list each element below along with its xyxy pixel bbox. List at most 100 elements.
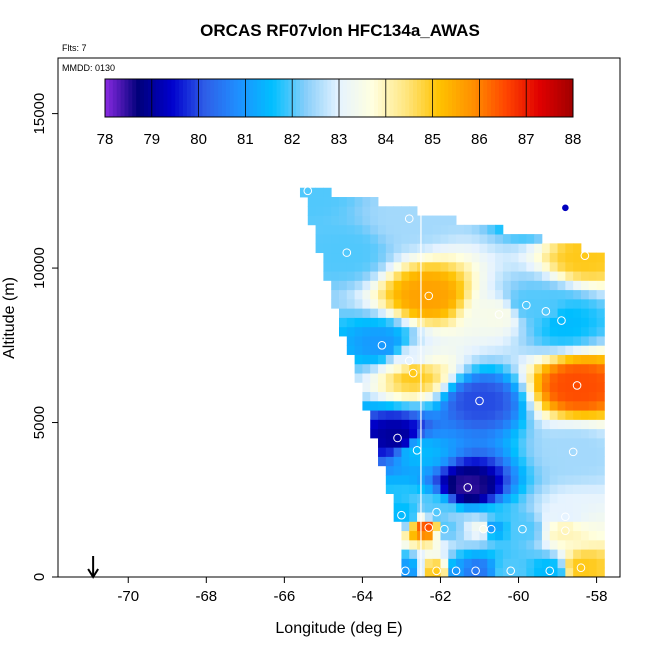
heatmap-cell bbox=[487, 354, 496, 365]
heatmap-cell bbox=[471, 261, 480, 272]
heatmap-cell bbox=[440, 400, 449, 411]
heatmap-cell bbox=[596, 484, 605, 494]
heatmap-cell bbox=[557, 484, 566, 494]
heatmap-cell bbox=[362, 354, 371, 365]
heatmap-cell bbox=[448, 363, 457, 374]
heatmap-cell bbox=[549, 243, 558, 254]
heatmap-cell bbox=[557, 308, 566, 318]
heatmap-cell bbox=[502, 234, 512, 244]
heatmap-cell bbox=[385, 465, 395, 476]
colorbar-segment bbox=[362, 79, 367, 117]
heatmap-cell bbox=[385, 410, 395, 420]
heatmap-cell bbox=[362, 224, 371, 235]
colorbar-segment bbox=[323, 79, 328, 117]
heatmap-cell bbox=[565, 437, 574, 448]
heatmap-cell bbox=[401, 456, 410, 467]
heatmap-cell bbox=[549, 437, 558, 448]
heatmap-cell bbox=[534, 558, 543, 569]
heatmap-cell bbox=[557, 493, 566, 504]
sample-markers bbox=[303, 186, 590, 576]
heatmap-cell bbox=[565, 502, 574, 513]
heatmap-cell bbox=[534, 428, 543, 439]
heatmap-cell bbox=[440, 567, 449, 578]
sample-marker bbox=[518, 524, 527, 534]
sample-marker bbox=[432, 566, 441, 576]
heatmap-cell bbox=[339, 197, 348, 207]
colorbar-segment bbox=[553, 79, 558, 117]
heatmap-cell bbox=[580, 336, 590, 346]
heatmap-cell bbox=[479, 512, 488, 522]
heatmap-cell bbox=[565, 382, 574, 393]
heatmap-cell bbox=[463, 539, 473, 550]
heatmap-cell bbox=[510, 373, 519, 383]
heatmap-cell bbox=[378, 271, 387, 281]
heatmap-cell bbox=[456, 289, 465, 300]
heatmap-cell bbox=[323, 224, 332, 235]
heatmap-cell bbox=[510, 456, 519, 467]
heatmap-cell bbox=[440, 456, 449, 467]
colorbar-segment bbox=[518, 79, 523, 117]
heatmap-cell bbox=[409, 539, 418, 550]
heatmap-cell bbox=[518, 530, 527, 541]
heatmap-cell bbox=[573, 502, 582, 513]
heatmap-cell bbox=[495, 363, 504, 374]
heatmap-cell bbox=[440, 391, 449, 402]
heatmap-cell bbox=[495, 484, 504, 494]
colorbar-segment bbox=[471, 79, 476, 117]
heatmap-cell bbox=[401, 400, 410, 411]
heatmap-cell bbox=[393, 280, 402, 291]
heatmap-cell bbox=[401, 317, 410, 328]
heatmap-cell bbox=[588, 484, 597, 494]
heatmap-cell bbox=[588, 530, 597, 541]
heatmap-cell bbox=[487, 271, 496, 281]
colorbar-segment bbox=[280, 79, 285, 117]
heatmap-cell bbox=[596, 336, 605, 346]
colorbar-segment bbox=[194, 79, 200, 117]
heatmap-cell bbox=[448, 234, 457, 244]
heatmap-cell bbox=[541, 317, 551, 328]
heatmap-cell bbox=[424, 428, 434, 439]
heatmap-cell bbox=[378, 308, 387, 318]
heatmap-cell bbox=[370, 224, 379, 235]
heatmap-cell bbox=[588, 512, 597, 522]
heatmap-cell bbox=[541, 558, 551, 569]
heatmap-cell bbox=[307, 206, 316, 216]
heatmap-cell bbox=[424, 567, 434, 578]
heatmap-cell bbox=[362, 206, 371, 216]
heatmap-cell bbox=[471, 447, 480, 457]
heatmap-cell bbox=[495, 447, 504, 457]
heatmap-cell bbox=[549, 539, 558, 550]
heatmap-cell bbox=[393, 410, 402, 420]
heatmap-cell bbox=[510, 326, 519, 337]
colorbar-segment bbox=[163, 79, 168, 117]
sample-marker bbox=[303, 186, 313, 196]
colorbar-segment bbox=[557, 79, 562, 117]
heatmap-cell bbox=[409, 567, 418, 578]
heatmap-cell bbox=[534, 484, 543, 494]
heatmap-cell bbox=[432, 419, 441, 430]
colorbar-segment bbox=[202, 79, 207, 117]
heatmap-cell bbox=[541, 502, 551, 513]
heatmap-cell bbox=[448, 298, 457, 309]
heatmap-cell bbox=[596, 363, 605, 374]
heatmap-cell bbox=[370, 419, 379, 430]
heatmap-cell bbox=[393, 308, 402, 318]
heatmap-cell bbox=[471, 317, 480, 328]
heatmap-cell bbox=[588, 447, 597, 457]
heatmap-cell bbox=[487, 465, 496, 476]
heatmap-cell bbox=[424, 373, 434, 383]
heatmap-cell bbox=[424, 558, 434, 569]
heatmap-cell bbox=[463, 410, 473, 420]
heatmap-cell bbox=[573, 261, 582, 272]
heatmap-cell bbox=[307, 215, 316, 226]
heatmap-cell bbox=[378, 382, 387, 393]
heatmap-cell bbox=[565, 493, 574, 504]
sample-marker bbox=[494, 310, 504, 319]
heatmap-cell bbox=[385, 363, 395, 374]
heatmap-cell bbox=[378, 224, 387, 235]
heatmap-cell bbox=[409, 437, 418, 448]
heatmap-cell bbox=[596, 289, 605, 300]
heatmap-cell bbox=[370, 363, 379, 374]
heatmap-cell bbox=[502, 521, 512, 532]
heatmap-cell bbox=[432, 317, 441, 328]
